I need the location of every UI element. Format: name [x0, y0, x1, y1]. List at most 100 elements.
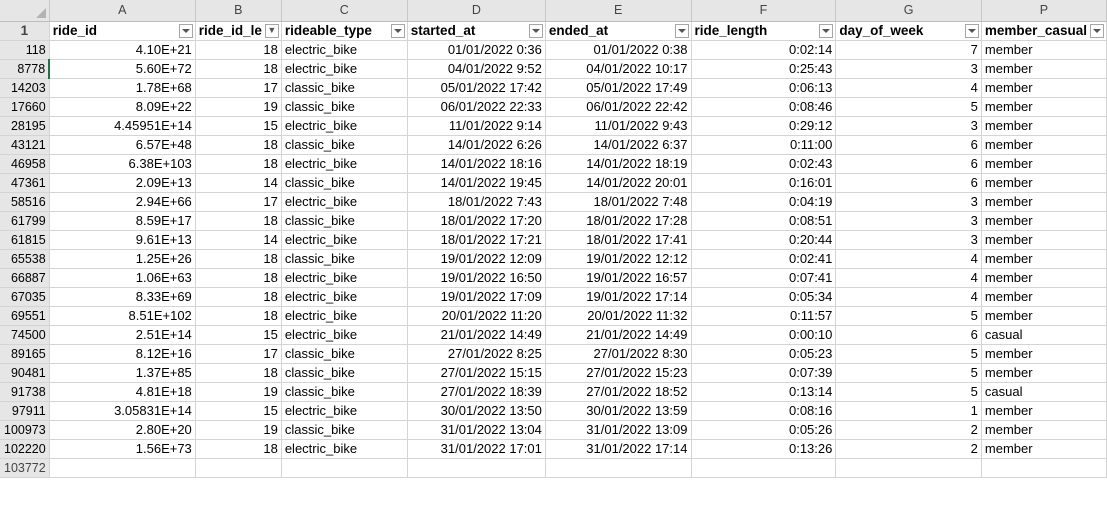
cell-ended-at[interactable]: 14/01/2022 20:01: [545, 173, 692, 193]
cell-member-casual[interactable]: member: [981, 268, 1107, 288]
row-number[interactable]: 118: [0, 40, 50, 60]
cell-day-of-week[interactable]: 5: [835, 344, 982, 364]
cell-ride-length[interactable]: 0:06:13: [691, 78, 837, 98]
cell-ride-id-len[interactable]: 18: [195, 306, 282, 326]
cell-ride-id[interactable]: 4.10E+21: [49, 40, 196, 60]
cell-ride-id[interactable]: 8.33E+69: [49, 287, 196, 307]
cell-started-at[interactable]: 19/01/2022 17:09: [407, 287, 546, 307]
cell-started-at[interactable]: 31/01/2022 13:04: [407, 420, 546, 440]
cell-ride-length[interactable]: 0:02:43: [691, 154, 837, 174]
cell-started-at[interactable]: 14/01/2022 19:45: [407, 173, 546, 193]
row-number[interactable]: 58516: [0, 192, 50, 212]
cell-member-casual[interactable]: member: [981, 173, 1107, 193]
cell-ride-id-len[interactable]: 15: [195, 401, 282, 421]
cell-ride-length[interactable]: 0:08:46: [691, 97, 837, 117]
cell-rideable-type[interactable]: electric_bike: [281, 287, 408, 307]
cell-rideable-type[interactable]: classic_bike: [281, 78, 408, 98]
cell-ride-length[interactable]: 0:29:12: [691, 116, 837, 136]
cell-rideable-type[interactable]: electric_bike: [281, 230, 408, 250]
row-number[interactable]: 91738: [0, 382, 50, 402]
cell-started-at[interactable]: 11/01/2022 9:14: [407, 116, 546, 136]
cell-started-at[interactable]: 14/01/2022 6:26: [407, 135, 546, 155]
cell-ended-at[interactable]: 11/01/2022 9:43: [545, 116, 692, 136]
column-header-a[interactable]: A: [49, 0, 196, 22]
cell-started-at[interactable]: 27/01/2022 18:39: [407, 382, 546, 402]
cell-ride-id[interactable]: 2.09E+13: [49, 173, 196, 193]
cell-member-casual[interactable]: member: [981, 192, 1107, 212]
cell-day-of-week[interactable]: 3: [835, 230, 982, 250]
cell-ride-length[interactable]: 0:05:34: [691, 287, 837, 307]
cell-ended-at[interactable]: 21/01/2022 14:49: [545, 325, 692, 345]
row-number[interactable]: 43121: [0, 135, 50, 155]
filter-dropdown-icon[interactable]: [1090, 23, 1104, 38]
cell-day-of-week[interactable]: 6: [835, 325, 982, 345]
cell-member-casual[interactable]: member: [981, 40, 1107, 60]
cell-ride-id[interactable]: 5.60E+72: [49, 59, 196, 79]
row-number[interactable]: 66887: [0, 268, 50, 288]
cell-ride-id[interactable]: 1.56E+73: [49, 439, 196, 459]
cell-rideable-type[interactable]: electric_bike: [281, 116, 408, 136]
cell-member-casual[interactable]: member: [981, 211, 1107, 231]
row-number[interactable]: 102220: [0, 439, 50, 459]
row-number[interactable]: 8778: [0, 59, 51, 79]
cell-ride-length[interactable]: 0:20:44: [691, 230, 837, 250]
filter-dropdown-icon[interactable]: [964, 23, 979, 38]
cell-ride-id[interactable]: 8.12E+16: [49, 344, 196, 364]
empty-cell[interactable]: [195, 458, 282, 478]
cell-started-at[interactable]: 19/01/2022 16:50: [407, 268, 546, 288]
column-header-c[interactable]: C: [281, 0, 408, 22]
cell-member-casual[interactable]: member: [981, 78, 1107, 98]
cell-day-of-week[interactable]: 5: [835, 97, 982, 117]
cell-day-of-week[interactable]: 4: [835, 78, 982, 98]
filter-applied-icon[interactable]: ▼: [264, 23, 279, 38]
cell-ride-id[interactable]: 1.06E+63: [49, 268, 196, 288]
cell-ride-id-len[interactable]: 18: [195, 287, 282, 307]
cell-ride-id[interactable]: 8.09E+22: [49, 97, 196, 117]
cell-ride-id-len[interactable]: 18: [195, 249, 282, 269]
cell-day-of-week[interactable]: 4: [835, 268, 982, 288]
row-number[interactable]: 97911: [0, 401, 50, 421]
cell-ended-at[interactable]: 18/01/2022 17:41: [545, 230, 692, 250]
cell-ended-at[interactable]: 30/01/2022 13:59: [545, 401, 692, 421]
cell-day-of-week[interactable]: 6: [835, 135, 982, 155]
field-header-rideable-type[interactable]: rideable_type: [281, 21, 408, 41]
column-header-p[interactable]: P: [981, 0, 1107, 22]
cell-started-at[interactable]: 31/01/2022 17:01: [407, 439, 546, 459]
cell-ride-id[interactable]: 2.51E+14: [49, 325, 196, 345]
cell-ride-id-len[interactable]: 18: [195, 40, 282, 60]
cell-ride-length[interactable]: 0:00:10: [691, 325, 837, 345]
cell-ended-at[interactable]: 20/01/2022 11:32: [545, 306, 692, 326]
cell-ride-id[interactable]: 1.25E+26: [49, 249, 196, 269]
row-number[interactable]: 74500: [0, 325, 50, 345]
cell-rideable-type[interactable]: electric_bike: [281, 439, 408, 459]
cell-started-at[interactable]: 30/01/2022 13:50: [407, 401, 546, 421]
cell-ride-id[interactable]: 9.61E+13: [49, 230, 196, 250]
cell-ride-id[interactable]: 1.78E+68: [49, 78, 196, 98]
cell-day-of-week[interactable]: 5: [835, 382, 982, 402]
cell-ended-at[interactable]: 31/01/2022 17:14: [545, 439, 692, 459]
row-number[interactable]: 67035: [0, 287, 50, 307]
cell-day-of-week[interactable]: 5: [835, 363, 982, 383]
cell-started-at[interactable]: 05/01/2022 17:42: [407, 78, 546, 98]
cell-ride-length[interactable]: 0:04:19: [691, 192, 837, 212]
cell-ended-at[interactable]: 14/01/2022 6:37: [545, 135, 692, 155]
column-header-f[interactable]: F: [691, 0, 837, 22]
column-header-g[interactable]: G: [835, 0, 982, 22]
cell-ended-at[interactable]: 06/01/2022 22:42: [545, 97, 692, 117]
cell-day-of-week[interactable]: 3: [835, 211, 982, 231]
column-header-e[interactable]: E: [545, 0, 692, 22]
cell-ride-length[interactable]: 0:08:16: [691, 401, 837, 421]
cell-ride-length[interactable]: 0:07:39: [691, 363, 837, 383]
cell-ride-id[interactable]: 2.80E+20: [49, 420, 196, 440]
row-number[interactable]: 14203: [0, 78, 50, 98]
row-number[interactable]: 47361: [0, 173, 50, 193]
cell-ride-id[interactable]: 6.57E+48: [49, 135, 196, 155]
cell-ride-id[interactable]: 2.94E+66: [49, 192, 196, 212]
row-number[interactable]: 103772: [0, 458, 50, 478]
cell-started-at[interactable]: 14/01/2022 18:16: [407, 154, 546, 174]
cell-ride-length[interactable]: 0:13:26: [691, 439, 837, 459]
cell-ride-id-len[interactable]: 19: [195, 420, 282, 440]
cell-rideable-type[interactable]: electric_bike: [281, 401, 408, 421]
cell-member-casual[interactable]: member: [981, 230, 1107, 250]
cell-member-casual[interactable]: member: [981, 420, 1107, 440]
